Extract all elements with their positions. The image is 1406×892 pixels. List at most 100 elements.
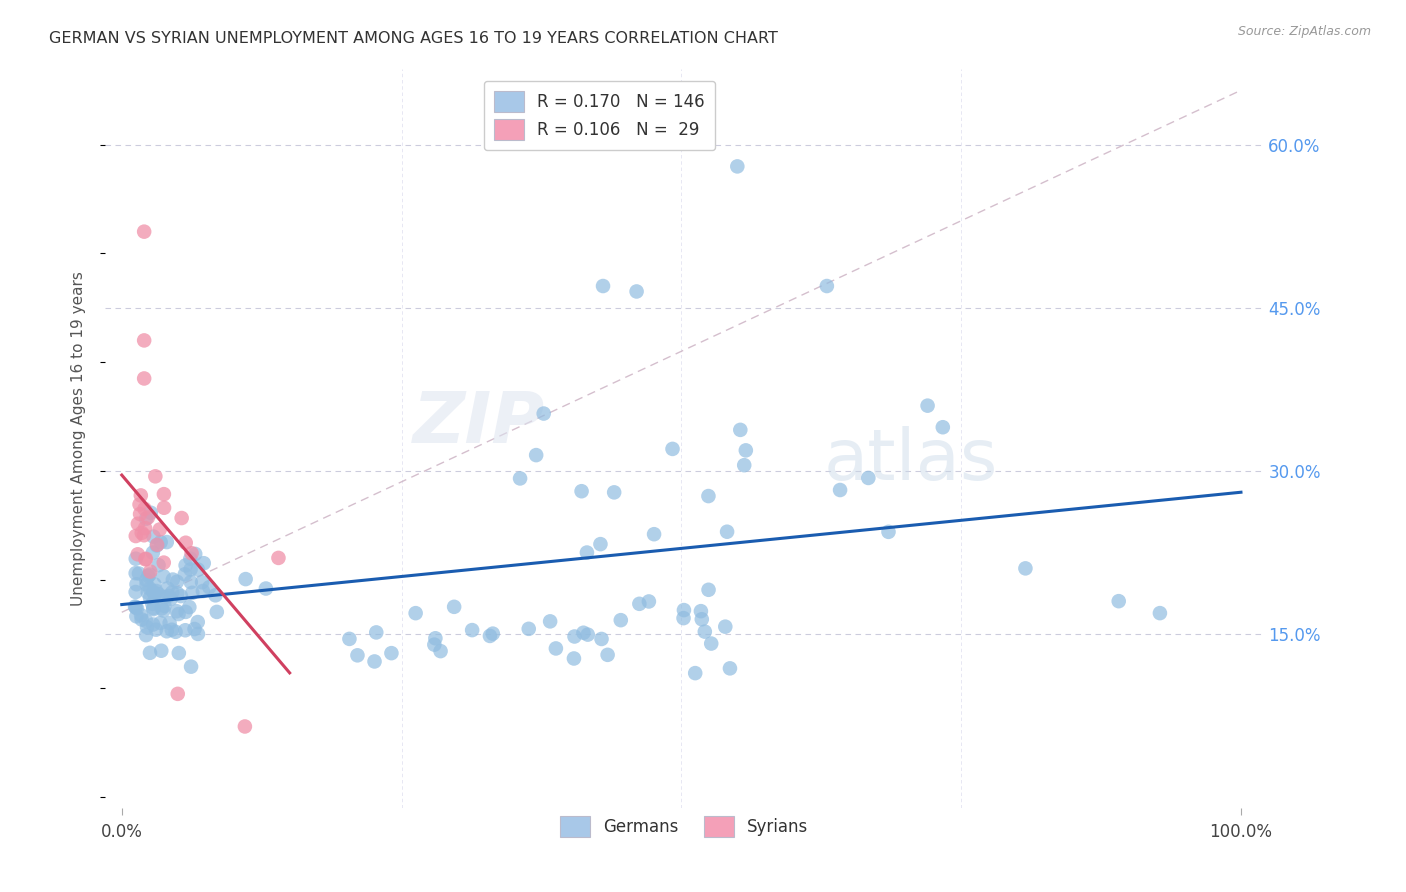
- Point: [180, 562, 202, 576]
- Point: [191, 575, 214, 590]
- Point: [638, 594, 661, 608]
- Point: [858, 471, 880, 485]
- Point: [700, 636, 723, 650]
- Point: [198, 580, 221, 594]
- Point: [125, 577, 148, 591]
- Point: [157, 589, 180, 603]
- Point: [167, 646, 190, 660]
- Point: [725, 160, 748, 174]
- Point: [136, 620, 159, 634]
- Point: [917, 399, 939, 413]
- Point: [134, 521, 156, 535]
- Point: [166, 586, 188, 600]
- Point: [180, 659, 202, 673]
- Point: [193, 556, 215, 570]
- Point: [160, 623, 183, 637]
- Point: [180, 546, 202, 560]
- Text: atlas: atlas: [823, 426, 997, 495]
- Point: [129, 507, 152, 521]
- Point: [443, 599, 465, 614]
- Point: [153, 487, 176, 501]
- Point: [135, 551, 157, 566]
- Text: Source: ZipAtlas.com: Source: ZipAtlas.com: [1237, 25, 1371, 38]
- Point: [125, 529, 148, 543]
- Point: [533, 407, 555, 421]
- Point: [184, 547, 207, 561]
- Point: [149, 523, 172, 537]
- Point: [139, 506, 162, 520]
- Point: [191, 584, 214, 599]
- Point: [596, 648, 619, 662]
- Text: ZIP: ZIP: [413, 389, 546, 458]
- Point: [156, 535, 179, 549]
- Point: [150, 644, 173, 658]
- Point: [204, 588, 226, 602]
- Point: [139, 591, 162, 605]
- Point: [571, 484, 593, 499]
- Point: [174, 535, 197, 549]
- Point: [405, 606, 427, 620]
- Point: [159, 591, 181, 606]
- Point: [136, 510, 159, 524]
- Point: [135, 573, 157, 587]
- Point: [524, 448, 547, 462]
- Point: [626, 285, 648, 299]
- Point: [187, 615, 209, 629]
- Point: [152, 603, 174, 617]
- Point: [815, 279, 838, 293]
- Point: [136, 569, 159, 583]
- Text: GERMAN VS SYRIAN UNEMPLOYMENT AMONG AGES 16 TO 19 YEARS CORRELATION CHART: GERMAN VS SYRIAN UNEMPLOYMENT AMONG AGES…: [49, 31, 778, 46]
- Point: [693, 624, 716, 639]
- Point: [142, 530, 165, 544]
- Point: [254, 582, 277, 596]
- Point: [139, 565, 162, 579]
- Point: [170, 589, 193, 603]
- Point: [145, 584, 167, 599]
- Point: [127, 547, 149, 561]
- Point: [592, 279, 614, 293]
- Point: [877, 524, 900, 539]
- Point: [149, 535, 172, 549]
- Point: [139, 646, 162, 660]
- Legend: Germans, Syrians: Germans, Syrians: [554, 809, 815, 844]
- Point: [135, 512, 157, 526]
- Point: [134, 501, 156, 516]
- Point: [142, 546, 165, 560]
- Point: [142, 602, 165, 616]
- Point: [143, 588, 166, 602]
- Point: [124, 600, 146, 615]
- Point: [591, 632, 613, 646]
- Point: [124, 585, 146, 599]
- Point: [205, 605, 228, 619]
- Point: [131, 525, 153, 540]
- Point: [643, 527, 665, 541]
- Point: [143, 577, 166, 591]
- Point: [187, 563, 209, 577]
- Point: [127, 516, 149, 531]
- Point: [135, 577, 157, 591]
- Point: [461, 623, 484, 637]
- Point: [575, 545, 598, 559]
- Point: [517, 622, 540, 636]
- Point: [179, 600, 201, 615]
- Point: [572, 625, 595, 640]
- Point: [156, 582, 179, 596]
- Point: [562, 651, 585, 665]
- Point: [173, 567, 195, 582]
- Point: [152, 556, 174, 570]
- Point: [828, 483, 851, 497]
- Point: [181, 586, 204, 600]
- Point: [538, 615, 561, 629]
- Point: [380, 646, 402, 660]
- Point: [478, 629, 501, 643]
- Point: [174, 558, 197, 573]
- Point: [166, 687, 188, 701]
- Point: [138, 567, 160, 582]
- Point: [174, 624, 197, 638]
- Point: [733, 458, 755, 473]
- Point: [128, 566, 150, 581]
- Point: [661, 442, 683, 456]
- Point: [159, 616, 181, 631]
- Point: [152, 569, 174, 583]
- Point: [167, 607, 190, 621]
